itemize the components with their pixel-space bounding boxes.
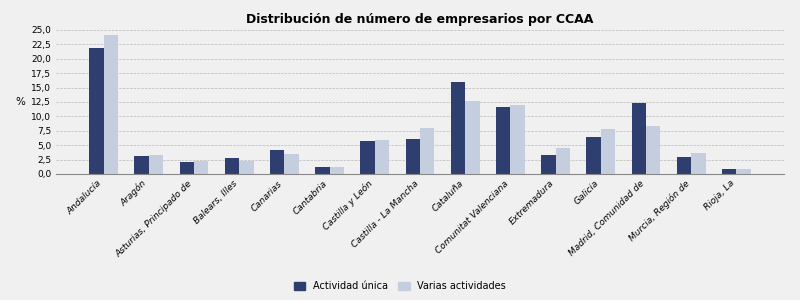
Bar xyxy=(194,161,209,174)
Bar xyxy=(722,169,737,174)
Bar xyxy=(450,82,466,174)
Bar xyxy=(103,35,118,174)
Bar xyxy=(89,48,103,174)
Bar xyxy=(420,128,434,174)
Bar xyxy=(406,140,420,174)
Bar xyxy=(556,148,570,174)
Bar xyxy=(360,141,374,174)
Bar xyxy=(225,158,239,174)
Bar xyxy=(315,167,330,174)
Bar xyxy=(541,155,556,174)
Bar xyxy=(586,136,601,174)
Bar xyxy=(646,126,661,174)
Bar xyxy=(601,129,615,174)
Bar xyxy=(270,150,284,174)
Y-axis label: %: % xyxy=(15,97,25,107)
Bar xyxy=(466,101,480,174)
Bar xyxy=(691,153,706,174)
Bar xyxy=(134,156,149,174)
Bar xyxy=(496,106,510,174)
Legend: Actividad única, Varias actividades: Actividad única, Varias actividades xyxy=(290,278,510,295)
Bar xyxy=(510,105,525,174)
Bar xyxy=(179,162,194,174)
Bar xyxy=(631,103,646,174)
Bar xyxy=(239,161,254,174)
Title: Distribución de número de empresarios por CCAA: Distribución de número de empresarios po… xyxy=(246,13,594,26)
Bar xyxy=(149,155,163,174)
Bar xyxy=(284,154,299,174)
Bar xyxy=(677,157,691,174)
Bar xyxy=(374,140,390,174)
Bar xyxy=(737,169,751,174)
Bar xyxy=(330,167,344,174)
